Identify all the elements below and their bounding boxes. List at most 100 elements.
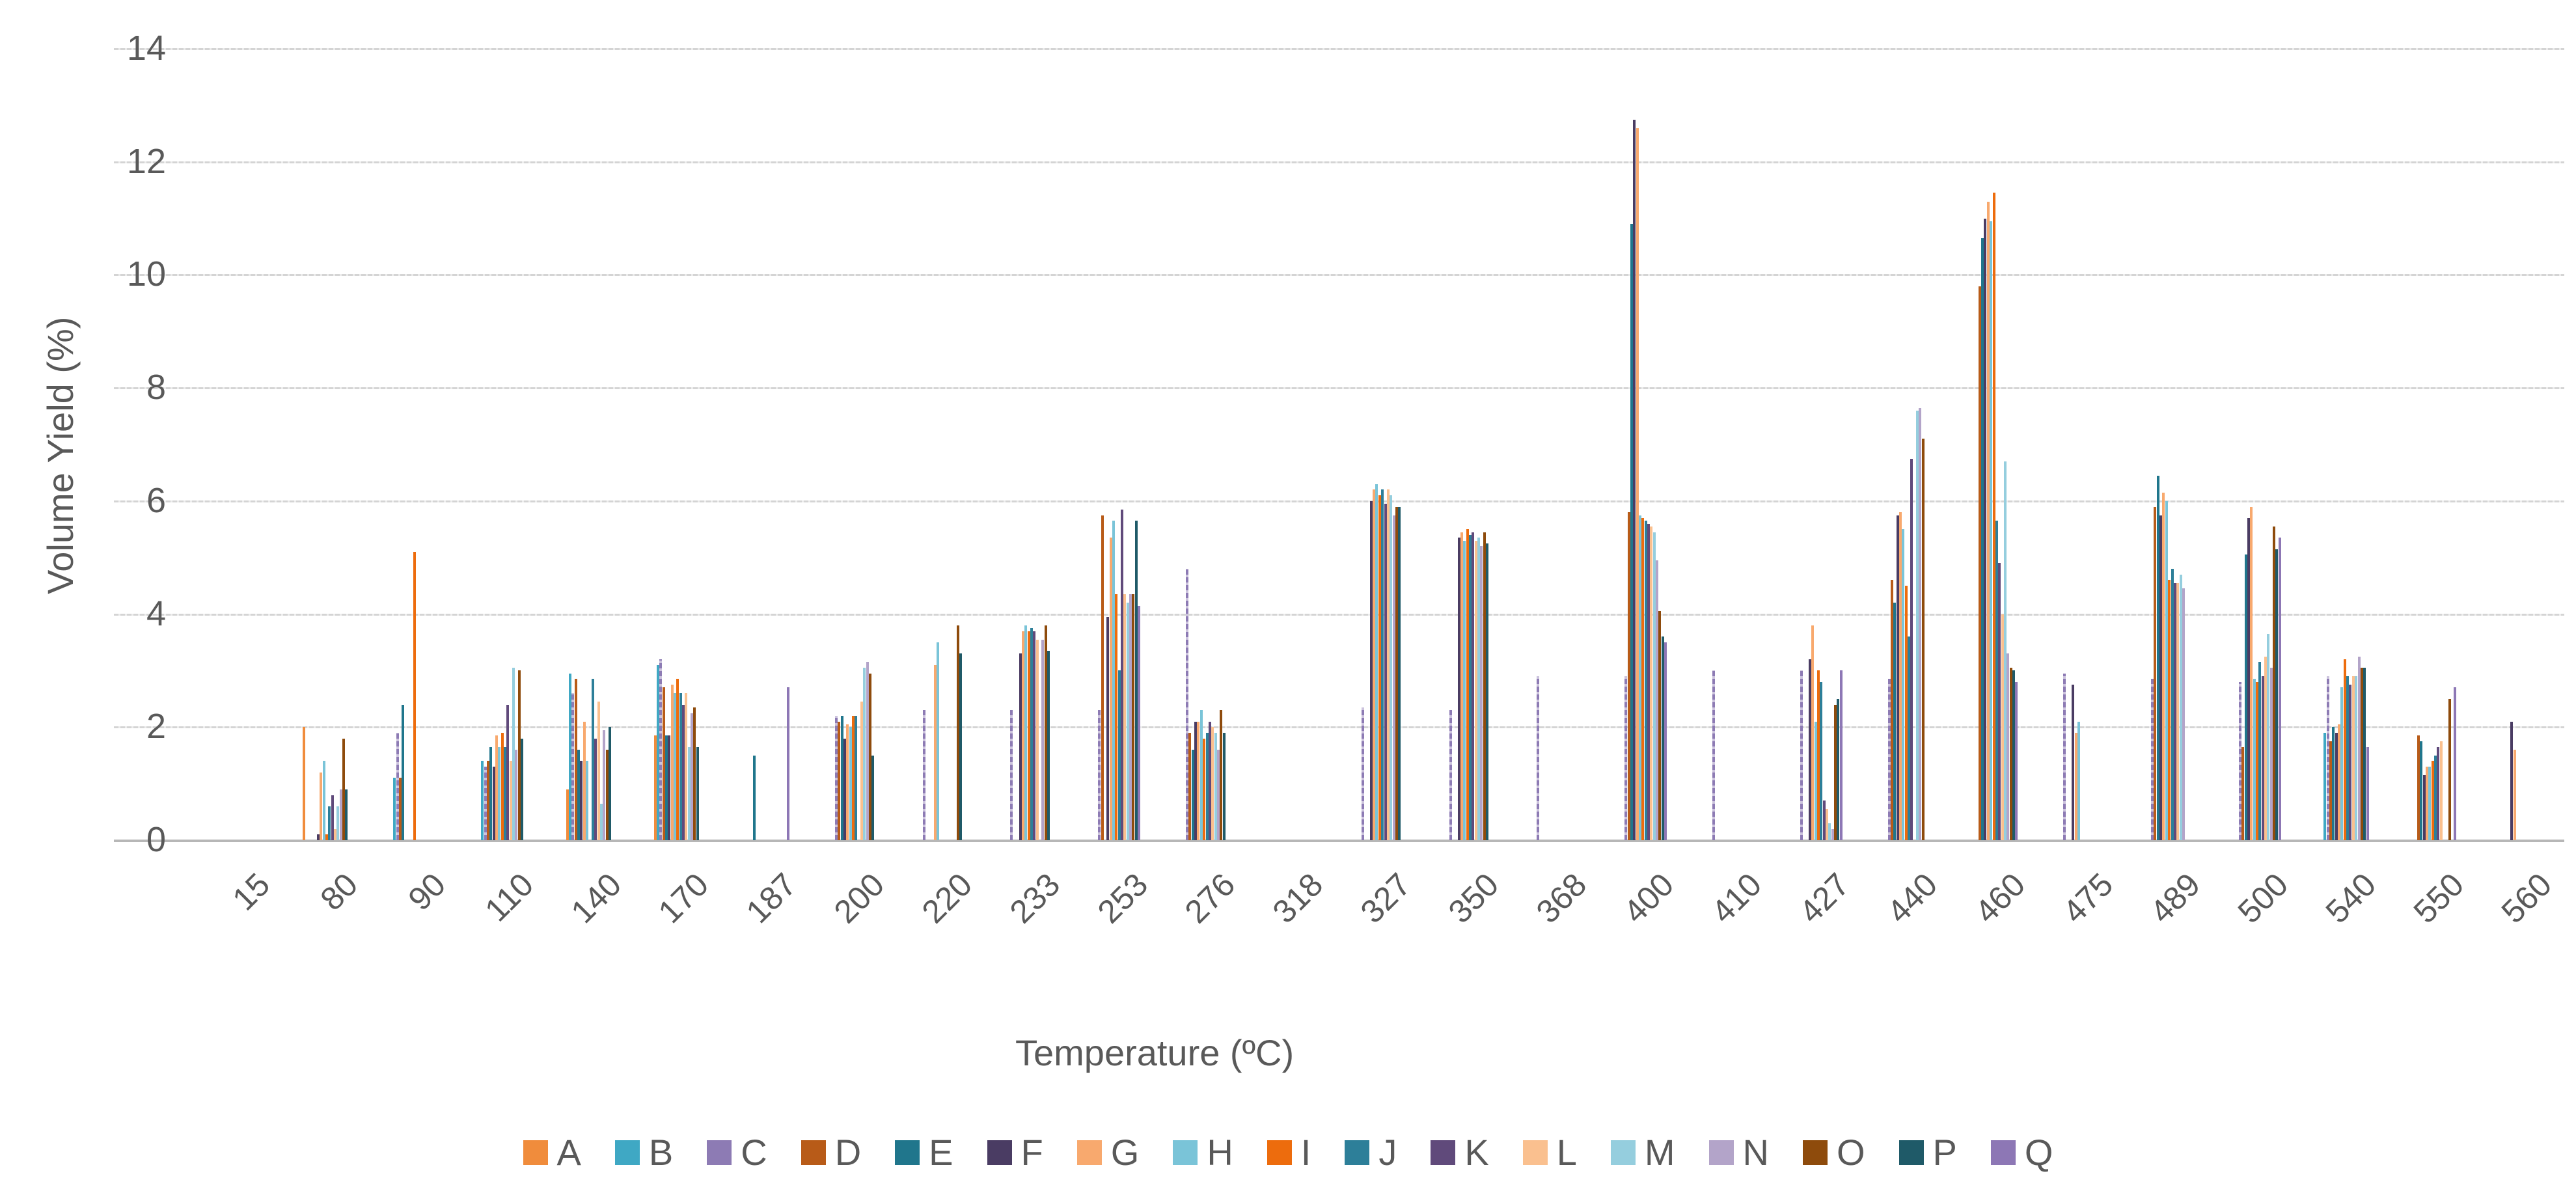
bar-K-233 [1033,631,1036,840]
bar-G-350 [1460,532,1463,840]
bar-M-350 [1477,538,1481,840]
bar-G-400 [1636,128,1639,840]
bar-F-80 [316,834,320,840]
bar-N-253 [1129,594,1132,840]
bar-L-170 [685,693,688,840]
bar-G-560 [2513,750,2516,840]
bar-H-440 [1902,529,1905,840]
bar-O-350 [1483,532,1486,840]
bar-P-200 [871,755,875,840]
bar-D-440 [1890,580,1893,840]
bar-D-540 [2329,741,2333,840]
bar-K-80 [331,795,334,840]
bar-M-427 [1828,823,1831,840]
bar-C-427 [1800,670,1803,840]
x-tick-label-460: 460 [1967,866,2033,931]
legend-label-B: B [648,1132,674,1173]
bar-H-500 [2253,679,2256,840]
legend-item-H: H [1173,1131,1233,1173]
bar-H-550 [2428,767,2432,840]
x-tick-label-560: 560 [2494,866,2558,931]
x-tick-label-500: 500 [2230,866,2295,931]
legend-item-A: A [523,1131,581,1173]
bar-K-500 [2261,676,2264,840]
bar-L-460 [2001,614,2004,840]
bar-G-500 [2250,506,2253,840]
bar-I-350 [1466,529,1469,840]
bar-P-253 [1134,521,1138,840]
bar-P-500 [2275,549,2279,840]
legend: A B C D E F G H I J K L M N O P Q [195,1131,2381,1173]
bar-N-140 [603,730,606,840]
legend-swatch-C [707,1140,732,1165]
x-tick-label-475: 475 [2055,866,2120,931]
bar-M-140 [599,803,603,840]
legend-item-Q: Q [1990,1131,2053,1173]
bar-D-500 [2241,746,2245,840]
bar-G-200 [846,724,849,840]
bar-L-400 [1650,526,1653,840]
gridline-y14 [114,48,2564,50]
gridline-y10 [114,274,2564,277]
bar-J-550 [2433,755,2437,840]
bar-F-489 [2159,515,2163,840]
bar-C-253 [1098,710,1101,840]
bar-G-220 [934,664,937,840]
legend-item-E: E [895,1131,953,1173]
bar-F-500 [2247,517,2250,840]
bar-K-140 [594,738,597,840]
legend-label-G: G [1110,1132,1140,1173]
bar-H-400 [1638,515,1641,840]
bar-K-540 [2349,685,2352,840]
bar-E-460 [1981,238,1984,840]
bar-K-276 [1208,721,1211,840]
bar-H-253 [1112,521,1116,840]
bar-H-475 [2077,721,2080,840]
bar-J-540 [2346,676,2350,840]
bar-M-200 [863,668,866,840]
bar-J-200 [855,715,858,840]
bar-G-489 [2162,492,2165,840]
bar-G-253 [1109,538,1112,840]
bar-O-427 [1833,704,1837,840]
bar-L-80 [334,828,337,840]
bar-I-489 [2168,580,2171,840]
bar-O-440 [1921,439,1925,840]
gridline-y8 [114,387,2564,390]
legend-swatch-M [1610,1140,1636,1165]
bar-I-233 [1027,631,1030,840]
bar-N-489 [2182,588,2185,840]
bar-Q-253 [1138,605,1141,840]
bar-J-80 [328,806,331,840]
x-tick-label-540: 540 [2318,866,2383,931]
bar-O-400 [1658,611,1662,840]
legend-item-I: I [1267,1131,1311,1173]
bar-H-327 [1375,484,1378,840]
bar-I-276 [1203,738,1206,840]
bar-L-233 [1035,639,1039,840]
bar-G-110 [495,735,498,840]
x-tick-label-489: 489 [2143,866,2208,931]
bar-D-489 [2154,506,2157,840]
bar-N-500 [2269,668,2273,840]
bar-J-400 [1644,521,1647,840]
legend-item-P: P [1898,1131,1957,1173]
legend-swatch-F [987,1140,1012,1165]
bar-J-460 [1995,521,1998,840]
bar-D-200 [838,721,841,840]
bar-C-140 [571,693,575,840]
legend-swatch-E [895,1140,920,1165]
bar-O-276 [1220,710,1223,840]
x-tick-label-110: 110 [478,866,541,929]
bar-O-80 [342,738,346,840]
bar-C-350 [1449,710,1452,840]
bar-H-80 [322,761,325,840]
bar-I-540 [2343,659,2346,840]
bar-H-489 [2165,500,2168,840]
bar-N-540 [2357,656,2361,840]
bar-Q-550 [2454,687,2457,840]
bar-D-400 [1627,512,1630,840]
bar-E-400 [1630,224,1633,840]
bar-P-140 [608,727,611,840]
y-tick-label: 10 [126,254,166,294]
